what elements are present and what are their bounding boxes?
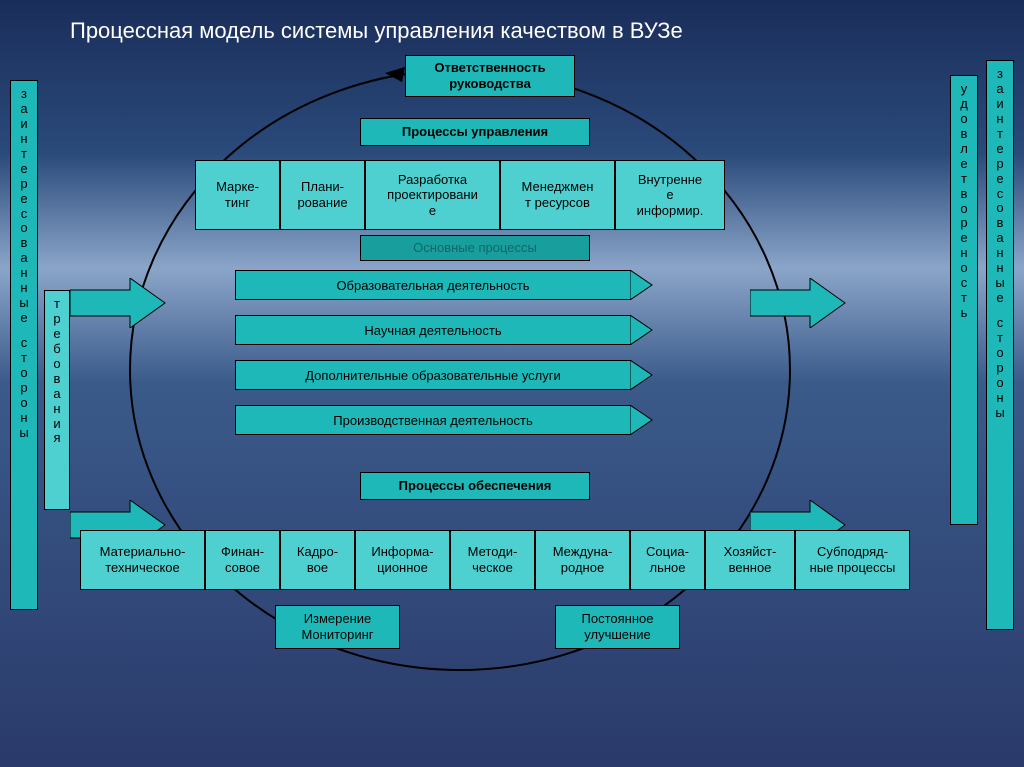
support-cell: Информа- ционное (355, 530, 450, 590)
main-header: Основные процессы (360, 235, 590, 261)
support-cell: Финан- совое (205, 530, 280, 590)
support-cell: Междуна- родное (535, 530, 630, 590)
right-satisfaction: удовлетвореность (950, 75, 978, 525)
chevron-right-icon (630, 405, 654, 435)
responsibility-line1: Ответственность (434, 60, 545, 76)
chevron-right-icon (630, 360, 654, 390)
right-stakeholders: заинтересованные стороны (986, 60, 1014, 630)
chevron-right-icon (630, 315, 654, 345)
measurement-box: Измерение Мониторинг (275, 605, 400, 649)
activity-arrow: Производственная деятельность (235, 405, 654, 435)
support-cell: Кадро- вое (280, 530, 355, 590)
support-header: Процессы обеспечения (360, 472, 590, 500)
support-cell: Хозяйст- венное (705, 530, 795, 590)
activity-arrow: Научная деятельность (235, 315, 654, 345)
activity-label: Производственная деятельность (235, 405, 630, 435)
left-stakeholders: заинтересованные стороны (10, 80, 38, 610)
left-requirements: требования (44, 290, 70, 510)
mgmt-cell: Марке- тинг (195, 160, 280, 230)
mgmt-cell: Внутренне е информир. (615, 160, 725, 230)
chevron-right-icon (630, 270, 654, 300)
activity-label: Образовательная деятельность (235, 270, 630, 300)
responsibility-box: Ответственность руководства (405, 55, 575, 97)
support-cell: Материально- техническое (80, 530, 205, 590)
arrow-out-top (750, 278, 850, 328)
activity-arrow: Образовательная деятельность (235, 270, 654, 300)
mgmt-cell: Плани- рование (280, 160, 365, 230)
activity-label: Дополнительные образовательные услуги (235, 360, 630, 390)
support-cell: Субподряд- ные процессы (795, 530, 910, 590)
mgmt-header: Процессы управления (360, 118, 590, 146)
activity-label: Научная деятельность (235, 315, 630, 345)
support-cell: Социа- льное (630, 530, 705, 590)
responsibility-line2: руководства (449, 76, 531, 92)
activity-arrow: Дополнительные образовательные услуги (235, 360, 654, 390)
arrow-in-top (70, 278, 170, 328)
mgmt-cell: Разработка проектировани е (365, 160, 500, 230)
improvement-box: Постоянное улучшение (555, 605, 680, 649)
mgmt-row: Марке- тингПлани- рованиеРазработка прое… (195, 160, 725, 230)
mgmt-cell: Менеджмен т ресурсов (500, 160, 615, 230)
support-cell: Методи- ческое (450, 530, 535, 590)
support-row: Материально- техническоеФинан- совоеКадр… (80, 530, 910, 590)
